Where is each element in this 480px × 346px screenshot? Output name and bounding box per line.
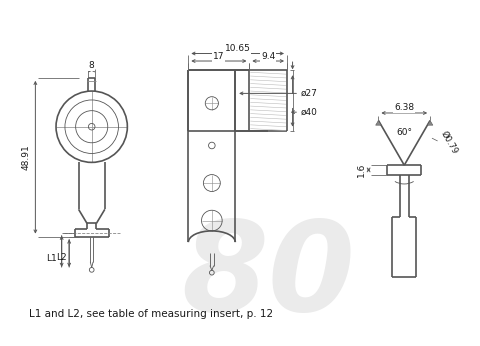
Text: 80: 80 — [181, 216, 355, 337]
Text: 1.6: 1.6 — [357, 163, 366, 177]
Text: Ø0.79: Ø0.79 — [440, 130, 460, 156]
Text: ø40: ø40 — [301, 108, 318, 117]
Text: 10.65: 10.65 — [225, 44, 251, 53]
Text: 60°: 60° — [396, 128, 412, 137]
Text: 8: 8 — [89, 61, 95, 70]
Text: L1 and L2, see table of measuring insert, p. 12: L1 and L2, see table of measuring insert… — [29, 309, 273, 319]
Polygon shape — [427, 120, 433, 125]
Polygon shape — [376, 120, 381, 125]
Text: L2: L2 — [56, 253, 66, 262]
Text: 6.38: 6.38 — [394, 103, 414, 112]
Text: 17: 17 — [213, 52, 225, 61]
Text: ø27: ø27 — [301, 89, 318, 98]
Text: 9.4: 9.4 — [261, 52, 276, 61]
Text: L1: L1 — [46, 254, 57, 263]
Text: 48.91: 48.91 — [22, 144, 31, 170]
